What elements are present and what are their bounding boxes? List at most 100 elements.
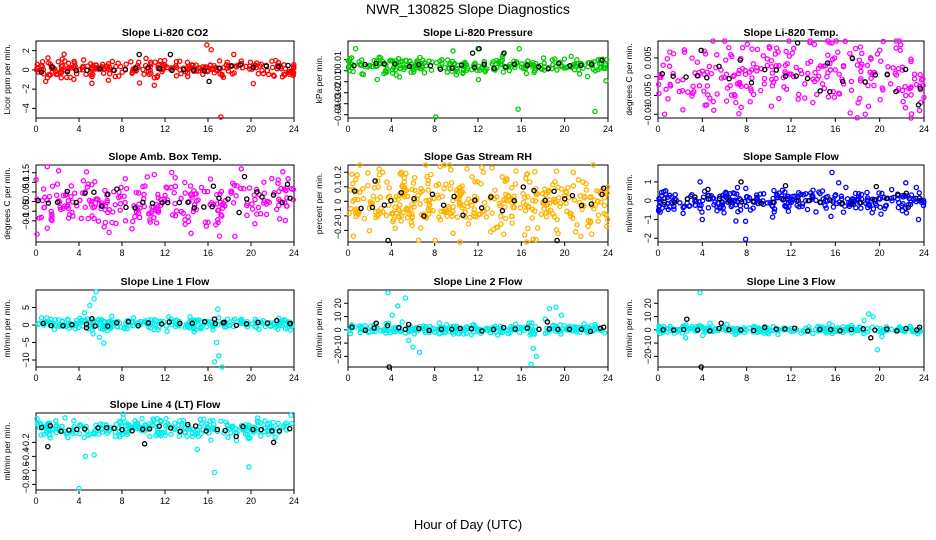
data-point	[157, 318, 164, 325]
data-point	[554, 216, 560, 223]
label-point	[429, 191, 436, 198]
data-point	[840, 81, 847, 87]
label-point	[64, 188, 71, 195]
data-point	[392, 204, 398, 211]
data-point	[49, 211, 55, 217]
data-point	[102, 219, 109, 226]
data-point	[116, 320, 123, 326]
data-point	[87, 431, 93, 437]
label-point	[488, 194, 494, 200]
data-point	[455, 330, 461, 337]
data-point	[729, 202, 736, 208]
data-point	[116, 432, 122, 438]
label-point	[795, 197, 802, 204]
data-point	[825, 52, 831, 58]
y-tick-label: 0	[333, 68, 343, 73]
data-point	[384, 66, 390, 72]
data-point	[175, 422, 182, 429]
x-tick-label: 16	[203, 124, 213, 134]
data-point	[561, 193, 568, 199]
data-point	[449, 68, 455, 74]
data-point	[230, 200, 237, 206]
data-point	[171, 420, 178, 426]
data-point	[469, 202, 475, 208]
label-point	[491, 65, 497, 71]
data-point	[572, 229, 579, 235]
data-point	[916, 107, 923, 114]
data-point	[506, 198, 512, 204]
label-point	[457, 325, 463, 332]
data-point	[55, 168, 62, 174]
data-point	[502, 215, 509, 222]
label-point	[555, 60, 562, 66]
data-point	[555, 184, 561, 191]
label-point	[66, 427, 72, 433]
label-point	[140, 199, 146, 205]
data-point	[795, 91, 802, 98]
data-point	[743, 83, 750, 89]
label-point	[169, 67, 175, 74]
label-point	[479, 328, 485, 334]
data-point	[530, 345, 537, 352]
label-point	[545, 66, 551, 72]
label-point	[905, 204, 911, 211]
panel-title: Slope Sample Flow	[743, 151, 840, 163]
label-point	[660, 327, 666, 333]
data-point	[506, 63, 512, 70]
data-point	[889, 197, 895, 204]
data-point	[465, 221, 472, 227]
data-point	[33, 67, 40, 73]
data-point	[747, 207, 754, 213]
label-point	[511, 61, 518, 67]
panel-2: Slope Li-820 Pressure kPa per min. 0 4 8 12 16…	[314, 27, 613, 134]
data-point	[676, 88, 683, 95]
data-point	[515, 106, 521, 112]
label-point	[189, 320, 196, 327]
data-point	[790, 193, 796, 200]
data-point	[481, 58, 488, 65]
label-point	[872, 327, 878, 333]
label-point	[780, 196, 787, 202]
label-point	[692, 194, 698, 200]
data-point	[774, 195, 780, 201]
data-point	[530, 197, 536, 204]
data-point	[280, 169, 286, 175]
data-point	[532, 324, 539, 330]
data-point	[554, 67, 560, 73]
data-point	[356, 189, 363, 196]
data-point	[747, 98, 753, 105]
data-point	[487, 229, 494, 235]
data-point	[54, 181, 61, 187]
data-point	[123, 185, 130, 192]
x-tick-label: 24	[919, 373, 929, 383]
data-point	[853, 327, 859, 334]
data-point	[386, 202, 392, 209]
label-point	[782, 73, 789, 80]
data-point	[743, 203, 750, 210]
data-point	[749, 75, 755, 81]
x-tick-label: 0	[345, 124, 350, 134]
data-point	[547, 200, 553, 206]
data-point	[522, 208, 529, 214]
label-point	[146, 426, 153, 432]
data-point	[91, 296, 97, 302]
label-point	[99, 203, 105, 209]
label-point	[600, 324, 607, 330]
data-point	[905, 202, 912, 208]
data-point	[881, 194, 888, 201]
label-point	[750, 327, 757, 334]
data-point	[876, 190, 882, 196]
data-point	[161, 429, 168, 436]
data-point	[173, 208, 180, 214]
label-point	[89, 315, 95, 322]
data-point	[225, 434, 231, 441]
label-point	[241, 173, 248, 180]
data-point	[704, 83, 711, 89]
data-point	[374, 63, 380, 69]
label-point	[119, 426, 125, 433]
data-point	[895, 204, 902, 211]
data-point	[424, 173, 430, 180]
label-point	[670, 327, 677, 333]
data-point	[441, 185, 447, 192]
data-point	[771, 187, 777, 194]
